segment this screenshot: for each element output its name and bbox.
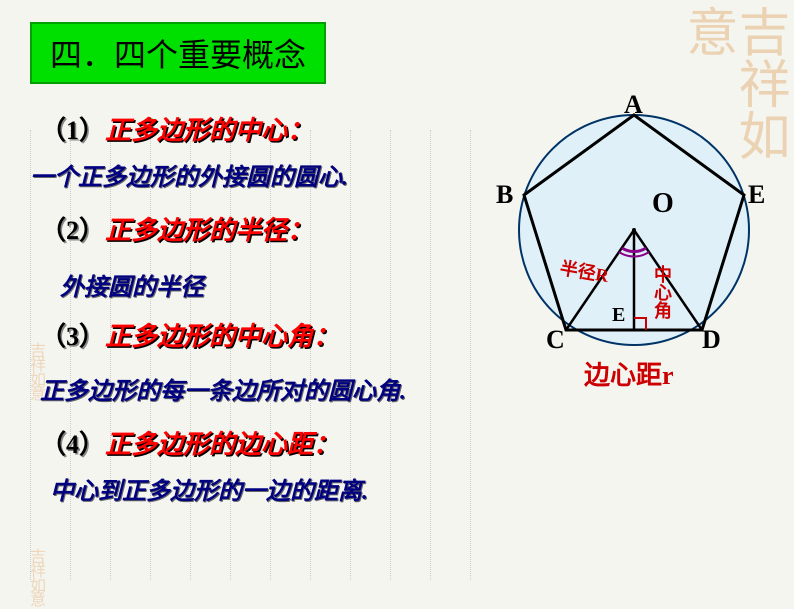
concepts-list: （1）正多边形的中心： 一个正多边形的外接圆的圆心. （2）正多边形的半径： 外…	[40, 110, 470, 524]
concept-3-text: 正多边形的中心角：	[105, 322, 339, 351]
concept-2-def: 外接圆的半径	[60, 267, 470, 302]
concept-4-num: （4）	[40, 430, 105, 459]
vertex-A: A	[624, 90, 643, 120]
diagram-svg	[494, 100, 774, 380]
concept-4-title: （4）正多边形的边心距：	[40, 424, 470, 461]
concept-1-num: （1）	[40, 116, 105, 145]
vertex-C: C	[546, 325, 565, 355]
concept-3-title: （3）正多边形的中心角：	[40, 316, 470, 353]
pentagon-diagram: A B C D E O E 半径R 中心角 边心距r	[494, 100, 774, 400]
concept-3-num: （3）	[40, 322, 105, 351]
watermark-seal: 吉祥如意	[30, 551, 60, 581]
concept-1-text: 正多边形的中心：	[105, 116, 313, 145]
concept-1-def: 一个正多边形的外接圆的圆心.	[30, 157, 470, 192]
concept-1-title: （1）正多边形的中心：	[40, 110, 470, 147]
apothem-caption: 边心距r	[584, 355, 674, 392]
vertex-D: D	[702, 325, 721, 355]
vertex-B: B	[496, 180, 513, 210]
concept-2-text: 正多边形的半径：	[105, 216, 313, 245]
foot-E: E	[612, 304, 625, 327]
concept-2-title: （2）正多边形的半径：	[40, 210, 470, 247]
concept-3-def: 正多边形的每一条边所对的圆心角.	[40, 371, 470, 406]
section-title: 四．四个重要概念	[30, 22, 326, 84]
center-point	[632, 228, 636, 232]
concept-4-def: 中心到正多边形的一边的距离.	[50, 471, 470, 506]
concept-2-num: （2）	[40, 216, 105, 245]
concept-4-text: 正多边形的边心距：	[105, 430, 339, 459]
vertex-E: E	[748, 180, 765, 210]
central-angle-label: 中心角	[649, 265, 675, 319]
center-O: O	[652, 188, 674, 220]
